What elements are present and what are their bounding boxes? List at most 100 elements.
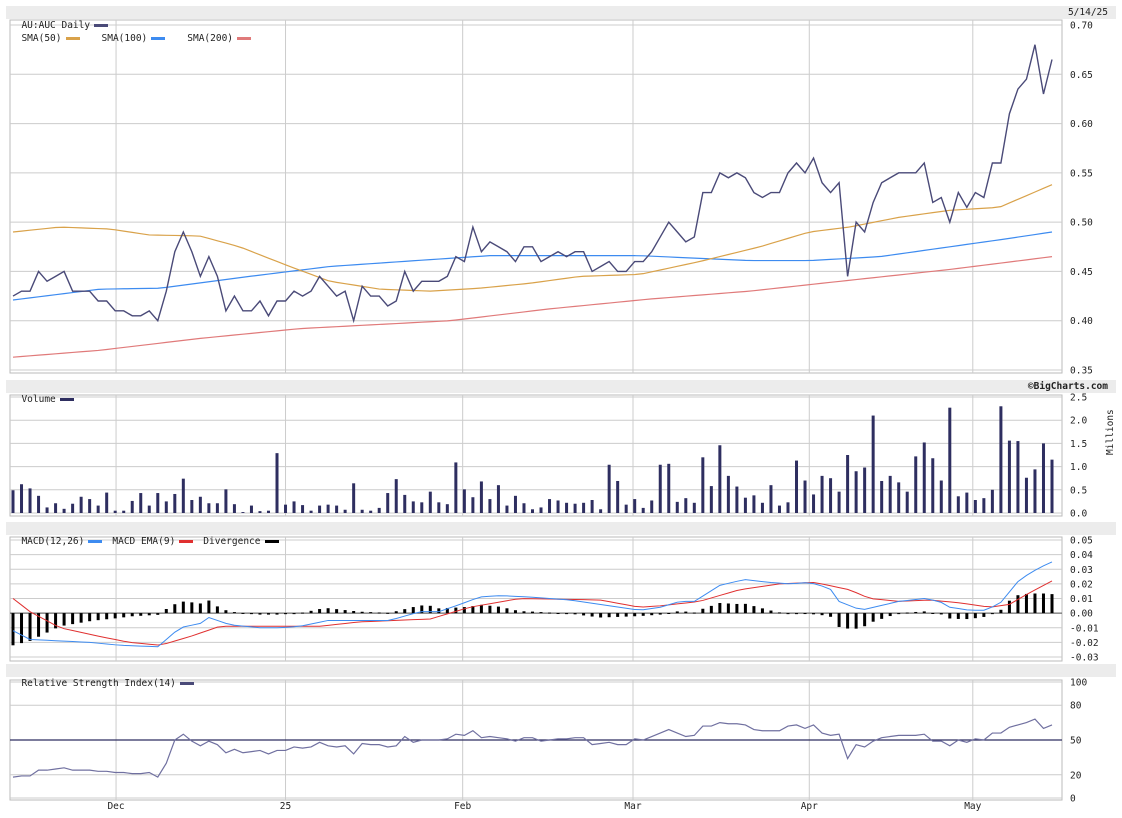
volume-bar: [360, 509, 364, 513]
divergence-bar: [71, 613, 75, 625]
divergence-bar: [496, 606, 500, 614]
divergence-bar: [769, 610, 773, 614]
volume-bar: [556, 500, 560, 513]
divergence-bar: [309, 610, 313, 614]
divergence-bar: [982, 613, 986, 617]
volume-bar: [531, 509, 534, 513]
divergence-bar: [428, 605, 432, 614]
volume-bar: [71, 503, 75, 513]
divergence-bar: [105, 613, 109, 620]
divergence-bar: [573, 613, 577, 615]
volume-bar: [999, 406, 1003, 513]
divergence-bar: [616, 613, 620, 617]
volume-bar: [905, 491, 909, 513]
divergence-bar: [420, 605, 424, 614]
volume-bar: [428, 491, 432, 513]
sma50-line: [12, 184, 1053, 292]
divergence-bar: [565, 613, 569, 615]
sma200-swatch: [237, 37, 252, 40]
y-tick-label: 0.60: [1070, 119, 1093, 130]
sma200-line: [12, 256, 1053, 358]
volume-bar: [190, 500, 194, 513]
divergence-bar: [633, 613, 637, 617]
divergence-bar: [292, 613, 296, 615]
y-tick-label: 0.05: [1070, 536, 1093, 547]
volume-bar: [777, 505, 781, 513]
panel-frame-0: [9, 19, 1063, 374]
divergence-bar: [45, 613, 49, 633]
volume-bar: [37, 495, 41, 513]
divergence-bar: [454, 607, 458, 614]
volume-bar: [471, 497, 475, 513]
rsi-line: [12, 718, 1053, 778]
divergence-bar: [590, 613, 594, 617]
volume-bar: [846, 455, 850, 513]
divergence-bar: [215, 606, 219, 614]
panel-frame-3: [9, 679, 1063, 801]
divergence-bar: [241, 612, 245, 614]
volume-bar: [965, 492, 969, 513]
divergence-bar: [829, 613, 833, 617]
y-tick-label: 1.5: [1070, 439, 1087, 450]
volume-bar: [914, 456, 918, 513]
volume-bar: [565, 502, 569, 513]
divergence-bar: [377, 612, 381, 614]
y-tick-label: -0.03: [1070, 653, 1099, 664]
volume-bar: [718, 445, 722, 513]
macd-label: MACD(12,26): [21, 536, 85, 547]
x-tick-label: Feb: [454, 801, 471, 812]
volume-bar: [939, 480, 943, 513]
divergence-bar: [1016, 595, 1020, 614]
bigcharts-brand[interactable]: ©BigCharts.com: [1027, 381, 1108, 392]
divergence-bar: [360, 611, 364, 614]
divergence-bar: [1050, 594, 1054, 614]
volume-bar: [275, 453, 279, 513]
divergence-bar: [624, 613, 628, 617]
volume-bar: [948, 407, 952, 513]
divergence-bar: [990, 613, 994, 615]
volume-bar: [854, 471, 858, 513]
volume-bar: [411, 501, 415, 513]
divergence-bar: [386, 612, 390, 614]
y-tick-label: 0.65: [1070, 70, 1093, 81]
sma100-label: SMA(100): [101, 33, 148, 44]
volume-bar: [284, 504, 288, 513]
volume-axis-label: Millions: [1105, 409, 1116, 455]
divergence-bar: [939, 613, 943, 615]
divergence-bar: [701, 608, 705, 614]
x-tick-label: Apr: [801, 801, 818, 812]
divergence-bar: [786, 613, 790, 615]
volume-bar: [573, 503, 577, 513]
y-tick-label: 1.0: [1070, 462, 1087, 473]
divergence-bar: [582, 613, 586, 616]
volume-bar: [701, 457, 705, 513]
divergence-bar: [369, 612, 373, 614]
divergence-bar: [28, 613, 32, 641]
y-tick-label: 50: [1070, 736, 1082, 747]
volume-bar: [863, 467, 867, 513]
volume-bar: [522, 503, 526, 513]
volume-bar: [198, 496, 202, 513]
divergence-bar: [922, 611, 926, 614]
volume-bar: [394, 479, 398, 513]
volume-bar: [871, 415, 875, 513]
divergence-bar: [318, 609, 322, 614]
divergence-bar: [139, 613, 143, 616]
volume-bar: [11, 490, 15, 513]
volume-bar: [1007, 440, 1011, 513]
y-tick-label: 0: [1070, 794, 1076, 805]
divergence-bar: [266, 613, 270, 615]
divergence-bar: [88, 613, 92, 622]
volume-bar: [156, 493, 160, 513]
divergence-bar: [1007, 600, 1011, 614]
macd-ema-line: [12, 580, 1053, 646]
divergence-bar: [973, 613, 977, 619]
volume-bar: [922, 442, 926, 513]
divergence-bar: [62, 613, 66, 626]
divergence-bar: [752, 606, 756, 614]
divergence-bar: [846, 613, 850, 629]
volume-bar: [266, 510, 270, 513]
divergence-bar: [224, 610, 228, 614]
volume-bar: [1041, 443, 1045, 513]
divergence-bar: [207, 600, 211, 614]
